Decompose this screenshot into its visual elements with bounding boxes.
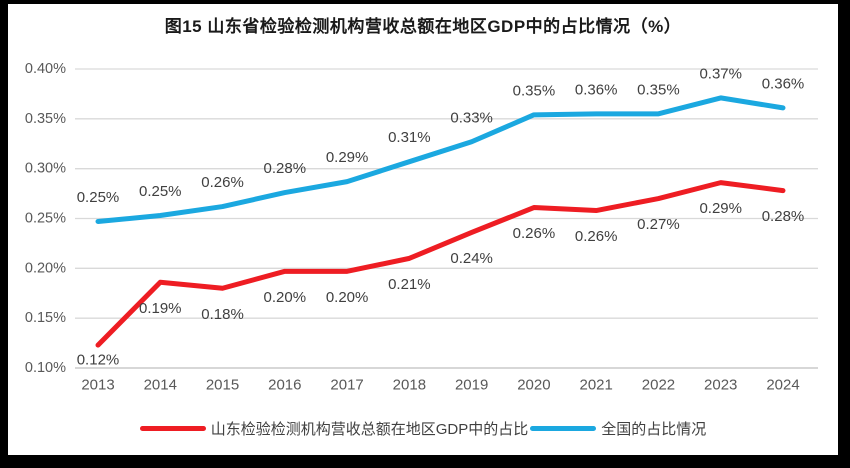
data-label-series-1: 0.25% <box>77 189 120 206</box>
x-tick-label: 2020 <box>517 377 550 394</box>
data-label-series-0: 0.29% <box>699 200 742 217</box>
data-label-series-1: 0.36% <box>575 81 618 98</box>
data-label-series-0: 0.18% <box>201 306 244 323</box>
data-label-series-1: 0.29% <box>326 149 369 166</box>
data-label-series-1: 0.28% <box>264 160 307 177</box>
legend-item-shandong: 山东检验检测机构营收总额在地区GDP中的占比 <box>139 418 529 439</box>
x-tick-label: 2021 <box>579 377 612 394</box>
y-tick-label: 0.10% <box>25 360 66 376</box>
data-label-series-1: 0.26% <box>201 174 244 191</box>
data-label-series-1: 0.37% <box>699 65 742 82</box>
x-tick-label: 2024 <box>766 377 799 394</box>
data-label-series-0: 0.20% <box>326 289 369 306</box>
y-tick-label: 0.40% <box>25 61 66 77</box>
x-tick-label: 2013 <box>81 377 114 394</box>
x-tick-label: 2017 <box>330 377 363 394</box>
data-label-series-1: 0.35% <box>637 81 680 98</box>
x-tick-label: 2022 <box>642 377 675 394</box>
series-line-1 <box>95 95 786 224</box>
chart-panel: 图15 山东省检验检测机构营收总额在地区GDP中的占比情况（%） 0.10% 0.… <box>8 4 838 455</box>
y-tick-label: 0.15% <box>25 310 66 326</box>
x-tick-label: 2019 <box>455 377 488 394</box>
data-label-series-0: 0.28% <box>762 208 805 225</box>
data-label-series-1: 0.25% <box>139 183 182 200</box>
legend: 山东检验检测机构营收总额在地区GDP中的占比 全国的占比情况 <box>8 416 838 440</box>
data-label-series-0: 0.24% <box>450 250 493 267</box>
legend-swatch-shandong <box>139 425 206 431</box>
x-tick-label: 2023 <box>704 377 737 394</box>
legend-swatch-national <box>530 425 597 431</box>
data-label-series-0: 0.19% <box>139 300 182 317</box>
x-tick-label: 2016 <box>268 377 301 394</box>
chart-title: 图15 山东省检验检测机构营收总额在地区GDP中的占比情况（%） <box>164 17 682 36</box>
data-label-series-0: 0.27% <box>637 216 680 233</box>
y-tick-label: 0.30% <box>25 161 66 177</box>
data-label-series-1: 0.33% <box>450 109 493 126</box>
data-label-series-0: 0.20% <box>264 289 307 306</box>
data-label-series-0: 0.26% <box>575 228 618 245</box>
y-tick-label: 0.35% <box>25 111 66 127</box>
series-line-0 <box>95 180 786 348</box>
data-label-series-0: 0.26% <box>513 225 556 242</box>
data-label-series-1: 0.36% <box>762 75 805 92</box>
legend-item-national: 全国的占比情况 <box>530 418 706 439</box>
x-tick-label: 2018 <box>393 377 426 394</box>
y-tick-label: 0.25% <box>25 211 66 227</box>
x-tick-label: 2014 <box>144 377 177 394</box>
legend-label-national: 全国的占比情况 <box>601 420 707 438</box>
plot-svg: 0.10% 0.15% 0.20% 0.25% 0.30% 0.35% 0.40% 2013 2… <box>25 61 818 394</box>
data-label-series-1: 0.35% <box>513 82 556 99</box>
y-tick-label: 0.20% <box>25 260 66 276</box>
data-label-series-0: 0.21% <box>388 276 431 293</box>
legend-label-shandong: 山东检验检测机构营收总额在地区GDP中的占比 <box>210 420 529 438</box>
data-label-series-0: 0.12% <box>77 352 120 369</box>
x-tick-label: 2015 <box>206 377 239 394</box>
data-label-series-1: 0.31% <box>388 129 431 146</box>
